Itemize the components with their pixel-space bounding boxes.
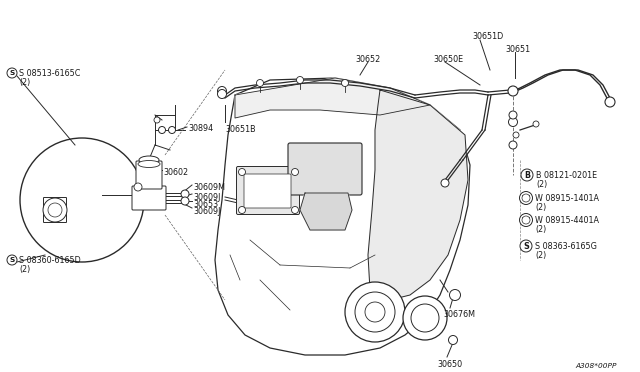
Text: 30653: 30653 bbox=[193, 200, 218, 209]
Circle shape bbox=[520, 192, 532, 205]
Text: S: S bbox=[10, 70, 15, 76]
Text: S 08360-6165D: S 08360-6165D bbox=[19, 256, 81, 265]
Circle shape bbox=[168, 126, 175, 134]
Text: (2): (2) bbox=[19, 265, 30, 274]
Circle shape bbox=[449, 289, 461, 301]
Text: S: S bbox=[523, 241, 529, 250]
Text: (2): (2) bbox=[535, 251, 547, 260]
Ellipse shape bbox=[139, 156, 159, 164]
Polygon shape bbox=[368, 90, 468, 300]
Text: 30894: 30894 bbox=[188, 124, 213, 133]
Circle shape bbox=[522, 216, 530, 224]
Circle shape bbox=[181, 190, 189, 198]
Text: 30651D: 30651D bbox=[472, 32, 503, 41]
Text: 30609J: 30609J bbox=[193, 193, 220, 202]
Text: 30650: 30650 bbox=[437, 360, 462, 369]
Text: B 08121-0201E: B 08121-0201E bbox=[536, 171, 597, 180]
FancyBboxPatch shape bbox=[244, 174, 291, 208]
Polygon shape bbox=[215, 78, 470, 355]
Circle shape bbox=[134, 183, 142, 191]
Circle shape bbox=[296, 77, 303, 83]
Text: W: W bbox=[522, 195, 530, 201]
Circle shape bbox=[521, 169, 533, 181]
Circle shape bbox=[291, 206, 298, 214]
Circle shape bbox=[441, 179, 449, 187]
Text: B: B bbox=[524, 170, 530, 180]
Text: W 08915-1401A: W 08915-1401A bbox=[535, 194, 599, 203]
Circle shape bbox=[48, 203, 62, 217]
Circle shape bbox=[520, 240, 532, 252]
Text: 30676M: 30676M bbox=[443, 310, 475, 319]
Text: 30602: 30602 bbox=[163, 168, 188, 177]
FancyBboxPatch shape bbox=[136, 161, 162, 189]
Circle shape bbox=[7, 255, 17, 265]
FancyBboxPatch shape bbox=[237, 167, 300, 215]
Circle shape bbox=[291, 169, 298, 176]
Circle shape bbox=[218, 90, 227, 99]
Text: S 08513-6165C: S 08513-6165C bbox=[19, 69, 81, 78]
Text: 30650E: 30650E bbox=[433, 55, 463, 64]
Text: 30652: 30652 bbox=[355, 55, 380, 64]
Text: (2): (2) bbox=[535, 225, 547, 234]
Circle shape bbox=[218, 87, 227, 96]
Circle shape bbox=[345, 282, 405, 342]
Circle shape bbox=[20, 138, 144, 262]
Text: (2): (2) bbox=[536, 180, 547, 189]
Circle shape bbox=[449, 336, 458, 344]
Circle shape bbox=[159, 126, 166, 134]
Ellipse shape bbox=[138, 160, 160, 167]
Circle shape bbox=[7, 68, 17, 78]
Circle shape bbox=[520, 214, 532, 227]
Circle shape bbox=[509, 111, 517, 119]
FancyBboxPatch shape bbox=[288, 143, 362, 195]
Text: 30609J: 30609J bbox=[193, 207, 220, 216]
Text: W 08915-4401A: W 08915-4401A bbox=[535, 216, 599, 225]
Circle shape bbox=[411, 304, 439, 332]
Circle shape bbox=[181, 197, 189, 205]
Circle shape bbox=[342, 80, 349, 87]
Circle shape bbox=[513, 132, 519, 138]
Text: W: W bbox=[522, 217, 530, 223]
Circle shape bbox=[605, 97, 615, 107]
Text: S 08363-6165G: S 08363-6165G bbox=[535, 242, 597, 251]
Circle shape bbox=[365, 302, 385, 322]
Text: S: S bbox=[10, 257, 15, 263]
Text: 30609M: 30609M bbox=[193, 183, 225, 192]
Circle shape bbox=[257, 80, 264, 87]
Circle shape bbox=[533, 121, 539, 127]
Circle shape bbox=[508, 86, 518, 96]
Text: (2): (2) bbox=[535, 203, 547, 212]
Text: 30651B: 30651B bbox=[225, 125, 255, 134]
Circle shape bbox=[239, 206, 246, 214]
Circle shape bbox=[355, 292, 395, 332]
Polygon shape bbox=[235, 78, 430, 118]
Circle shape bbox=[509, 141, 517, 149]
FancyBboxPatch shape bbox=[132, 186, 166, 210]
Text: (2): (2) bbox=[19, 78, 30, 87]
Text: 30651: 30651 bbox=[505, 45, 530, 54]
FancyBboxPatch shape bbox=[44, 198, 67, 222]
Circle shape bbox=[154, 117, 160, 123]
Circle shape bbox=[403, 296, 447, 340]
Circle shape bbox=[239, 169, 246, 176]
Polygon shape bbox=[300, 193, 352, 230]
Circle shape bbox=[509, 118, 518, 126]
Circle shape bbox=[522, 194, 530, 202]
Circle shape bbox=[43, 198, 67, 222]
Text: A308*00PP: A308*00PP bbox=[575, 363, 616, 369]
